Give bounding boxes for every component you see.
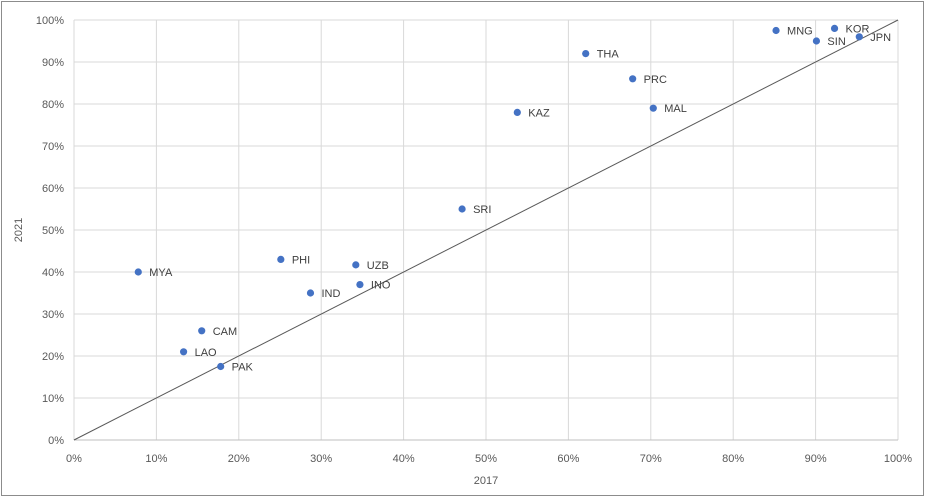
data-points: MYA LAO CAM PAK PHI IND UZB INO SRI KAZ THA PRC MAL M… <box>134 23 891 374</box>
y-tick-label: 20% <box>42 351 64 363</box>
point-marker <box>134 268 142 276</box>
y-tick-label: 50% <box>42 225 64 237</box>
point-label: MYA <box>149 267 173 279</box>
data-point-uzb: UZB <box>352 260 389 272</box>
x-tick-label: 40% <box>393 453 415 465</box>
data-point-mya: MYA <box>134 267 173 279</box>
point-label: SIN <box>827 36 845 48</box>
y-tick-label: 100% <box>36 15 64 27</box>
y-tick-label: 0% <box>48 435 64 447</box>
point-label: PAK <box>232 362 254 374</box>
data-point-mng: MNG <box>772 26 813 38</box>
data-point-pak: PAK <box>217 362 254 374</box>
y-tick-label: 70% <box>42 141 64 153</box>
x-tick-label: 100% <box>884 453 912 465</box>
data-point-sri: SRI <box>458 204 491 216</box>
x-tick-label: 80% <box>722 453 744 465</box>
point-marker <box>198 327 206 335</box>
x-tick-labels: 0% 10% 20% 30% 40% 50% 60% 70% 80% 90% 100% <box>66 453 912 465</box>
y-tick-label: 40% <box>42 267 64 279</box>
data-point-kor: KOR <box>830 23 870 35</box>
point-label: IND <box>321 288 340 300</box>
point-label: KAZ <box>528 107 550 119</box>
point-marker <box>855 33 863 41</box>
y-axis-label: 2021 <box>13 218 25 242</box>
point-label: UZB <box>367 260 389 272</box>
data-point-ino: INO <box>356 280 391 292</box>
y-tick-label: 80% <box>42 99 64 111</box>
point-marker <box>812 37 821 45</box>
point-label: CAM <box>213 326 237 338</box>
point-marker <box>772 26 780 35</box>
point-marker <box>179 348 188 356</box>
data-point-ind: IND <box>306 288 340 300</box>
y-tick-label: 90% <box>42 57 64 69</box>
x-tick-label: 50% <box>475 453 497 465</box>
x-tick-label: 90% <box>805 453 827 465</box>
data-point-kaz: KAZ <box>513 107 550 119</box>
point-label: PHI <box>292 254 310 266</box>
x-tick-label: 30% <box>310 453 332 465</box>
data-point-cam: CAM <box>198 326 237 338</box>
point-label: PRC <box>644 74 667 86</box>
point-marker <box>513 108 521 116</box>
x-tick-label: 70% <box>640 453 662 465</box>
point-marker <box>277 255 285 263</box>
x-tick-label: 60% <box>557 453 579 465</box>
y-tick-label: 60% <box>42 183 64 195</box>
data-point-prc: PRC <box>629 74 667 86</box>
data-point-jpn: JPN <box>855 32 891 44</box>
point-label: THA <box>597 49 620 61</box>
point-marker <box>352 261 360 269</box>
y-tick-labels: 0% 10% 20% 30% 40% 50% 60% 70% 80% 90% 100% <box>36 15 64 447</box>
point-label: JPN <box>870 32 891 44</box>
data-point-mal: MAL <box>649 103 687 115</box>
point-marker <box>629 75 637 83</box>
y-tick-label: 10% <box>42 393 64 405</box>
point-label: LAO <box>195 347 217 359</box>
data-point-lao: LAO <box>179 347 217 359</box>
point-label: MAL <box>664 103 687 115</box>
data-point-sin: SIN <box>812 36 846 48</box>
x-tick-label: 20% <box>228 453 250 465</box>
point-label: SRI <box>473 204 491 216</box>
x-axis-label: 2017 <box>474 475 498 487</box>
x-tick-label: 0% <box>66 453 82 465</box>
point-marker <box>217 362 225 371</box>
data-point-phi: PHI <box>277 254 310 266</box>
point-marker <box>582 50 590 58</box>
point-marker <box>356 281 364 289</box>
point-marker <box>830 24 839 32</box>
diagonal-reference-line <box>73 19 899 441</box>
point-marker <box>306 289 315 297</box>
data-point-tha: THA <box>582 49 619 61</box>
y-tick-label: 30% <box>42 309 64 321</box>
point-marker <box>649 104 657 112</box>
x-tick-label: 10% <box>145 453 167 465</box>
point-label: INO <box>371 280 391 292</box>
point-label: KOR <box>846 23 870 35</box>
point-label: MNG <box>787 26 813 38</box>
point-marker <box>458 205 466 213</box>
